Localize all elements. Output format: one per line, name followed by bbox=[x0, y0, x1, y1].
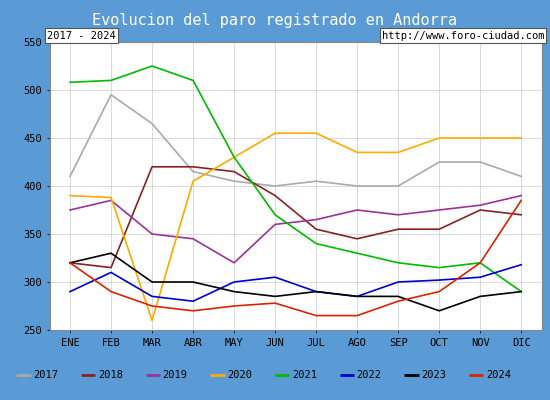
Text: 2019: 2019 bbox=[163, 370, 188, 380]
Text: 2022: 2022 bbox=[356, 370, 382, 380]
Text: 2018: 2018 bbox=[98, 370, 123, 380]
Text: 2024: 2024 bbox=[486, 370, 511, 380]
Text: Evolucion del paro registrado en Andorra: Evolucion del paro registrado en Andorra bbox=[92, 14, 458, 28]
Text: 2017: 2017 bbox=[33, 370, 58, 380]
Text: 2020: 2020 bbox=[227, 370, 252, 380]
Text: 2023: 2023 bbox=[421, 370, 446, 380]
Text: 2021: 2021 bbox=[292, 370, 317, 380]
Text: http://www.foro-ciudad.com: http://www.foro-ciudad.com bbox=[382, 30, 544, 40]
Text: 2017 - 2024: 2017 - 2024 bbox=[47, 30, 116, 40]
